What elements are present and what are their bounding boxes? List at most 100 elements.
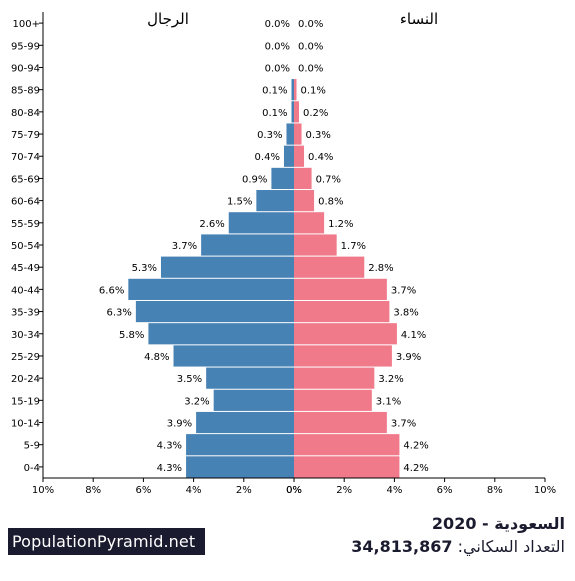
country-year-line: السعودية - 2020: [351, 513, 565, 535]
male-label: الرجال: [147, 10, 189, 28]
male-bar-55-59: [228, 212, 294, 234]
x-tick-label: 6%: [437, 485, 453, 496]
title-separator: -: [476, 514, 495, 533]
male-bar-65-69: [271, 167, 294, 190]
male-value-label-60-64: 1.5%: [227, 197, 252, 208]
male-value-label-100+: 0.0%: [265, 19, 290, 30]
female-value-label-70-74: 0.4%: [308, 152, 333, 163]
male-value-label-10-14: 3.9%: [167, 419, 192, 430]
female-value-label-0-4: 4.2%: [403, 463, 428, 474]
male-value-label-95-99: 0.0%: [265, 41, 290, 52]
female-bar-10-14: [294, 411, 387, 434]
female-value-label-95-99: 0.0%: [298, 41, 323, 52]
male-bar-70-74: [283, 145, 294, 167]
x-tick-label: 8%: [487, 485, 503, 496]
age-group-label-85-89: 85-89: [11, 86, 40, 97]
female-value-label-80-84: 0.2%: [303, 108, 328, 119]
age-group-label-50-54: 50-54: [11, 241, 40, 252]
male-bar-45-49: [160, 256, 294, 278]
x-tick-label: 0%: [286, 485, 302, 496]
male-value-label-25-29: 4.8%: [144, 352, 169, 363]
female-bar-70-74: [294, 145, 305, 167]
age-group-label-55-59: 55-59: [11, 219, 40, 230]
female-value-label-60-64: 0.8%: [318, 197, 343, 208]
male-value-label-20-24: 3.5%: [177, 374, 202, 385]
male-bar-35-39: [135, 300, 294, 323]
male-bar-30-34: [148, 323, 294, 345]
male-value-label-0-4: 4.3%: [157, 463, 182, 474]
country-name: السعودية: [494, 514, 565, 533]
female-value-label-85-89: 0.1%: [301, 86, 326, 97]
male-bar-15-19: [213, 389, 294, 411]
x-tick-label: 6%: [135, 485, 151, 496]
age-group-label-95-99: 95-99: [11, 41, 40, 52]
male-value-label-55-59: 2.6%: [199, 219, 224, 230]
female-value-label-10-14: 3.7%: [391, 419, 416, 430]
age-group-label-35-39: 35-39: [11, 308, 40, 319]
year: 2020: [431, 514, 477, 533]
female-value-label-25-29: 3.9%: [396, 352, 421, 363]
female-bar-85-89: [294, 79, 297, 101]
age-group-label-15-19: 15-19: [11, 396, 40, 407]
x-tick-label: 2%: [336, 485, 352, 496]
female-bar-30-34: [294, 323, 397, 345]
male-bar-0-4: [186, 456, 294, 478]
age-group-label-90-94: 90-94: [11, 63, 40, 74]
male-bar-60-64: [256, 190, 294, 212]
female-value-label-5-9: 4.2%: [403, 441, 428, 452]
male-bar-75-79: [286, 123, 294, 145]
female-bar-15-19: [294, 389, 372, 411]
age-group-label-25-29: 25-29: [11, 352, 40, 363]
male-value-label-45-49: 5.3%: [132, 263, 157, 274]
axes-group: 0-4 5-9 10-14 15-19 20-24 25-29 30-34 35-39 40-4…: [11, 12, 556, 496]
population-line: التعداد السكاني: 34,813,867: [351, 535, 565, 559]
female-value-label-100+: 0.0%: [298, 19, 323, 30]
male-value-label-80-84: 0.1%: [262, 108, 287, 119]
population-value: 34,813,867: [351, 537, 453, 556]
female-bar-45-49: [294, 256, 365, 278]
male-value-label-40-44: 6.6%: [99, 285, 124, 296]
male-value-label-65-69: 0.9%: [242, 174, 267, 185]
female-bar-20-24: [294, 367, 375, 389]
population-label: التعداد السكاني:: [457, 537, 565, 556]
female-bar-0-4: [294, 456, 400, 478]
age-group-label-80-84: 80-84: [11, 108, 40, 119]
male-bar-50-54: [201, 234, 294, 256]
x-tick-label: 8%: [85, 485, 101, 496]
brand-badge[interactable]: PopulationPyramid.net: [8, 528, 205, 555]
age-group-label-5-9: 5-9: [24, 441, 40, 452]
population-pyramid-chart: الرجال النساء 4.3% 4.2% 4.3% 4.2% 3.9% 3.7% 3.…: [11, 10, 556, 496]
male-value-label-90-94: 0.0%: [265, 63, 290, 74]
female-bar-40-44: [294, 278, 387, 300]
male-value-label-35-39: 6.3%: [106, 308, 131, 319]
male-value-label-30-34: 5.8%: [119, 330, 144, 341]
female-bar-60-64: [294, 190, 315, 212]
age-group-label-0-4: 0-4: [24, 463, 40, 474]
female-value-label-30-34: 4.1%: [401, 330, 426, 341]
age-group-label-65-69: 65-69: [11, 174, 40, 185]
female-bar-55-59: [294, 212, 325, 234]
male-value-label-85-89: 0.1%: [262, 86, 287, 97]
age-group-label-10-14: 10-14: [11, 419, 40, 430]
female-bar-35-39: [294, 300, 390, 323]
x-tick-label: 4%: [386, 485, 402, 496]
female-bar-80-84: [294, 101, 300, 123]
female-value-label-90-94: 0.0%: [298, 63, 323, 74]
male-bar-5-9: [186, 434, 294, 456]
female-bar-5-9: [294, 434, 400, 456]
age-group-label-20-24: 20-24: [11, 374, 40, 385]
male-bar-40-44: [128, 278, 294, 300]
female-value-label-55-59: 1.2%: [328, 219, 353, 230]
female-bar-50-54: [294, 234, 337, 256]
female-value-label-75-79: 0.3%: [306, 130, 331, 141]
male-bar-80-84: [291, 101, 294, 123]
x-tick-label: 0%: [286, 485, 302, 496]
male-bar-85-89: [291, 79, 294, 101]
country-info: السعودية - 2020 التعداد السكاني: 34,813,…: [351, 513, 565, 559]
bars-group: 4.3% 4.2% 4.3% 4.2% 3.9% 3.7% 3.2% 3.1% 3.5% 3.2%…: [99, 19, 429, 478]
female-bar-75-79: [294, 123, 302, 145]
x-tick-label: 4%: [186, 485, 202, 496]
age-group-label-75-79: 75-79: [11, 130, 40, 141]
male-value-label-70-74: 0.4%: [255, 152, 280, 163]
x-tick-label: 10%: [534, 485, 556, 496]
